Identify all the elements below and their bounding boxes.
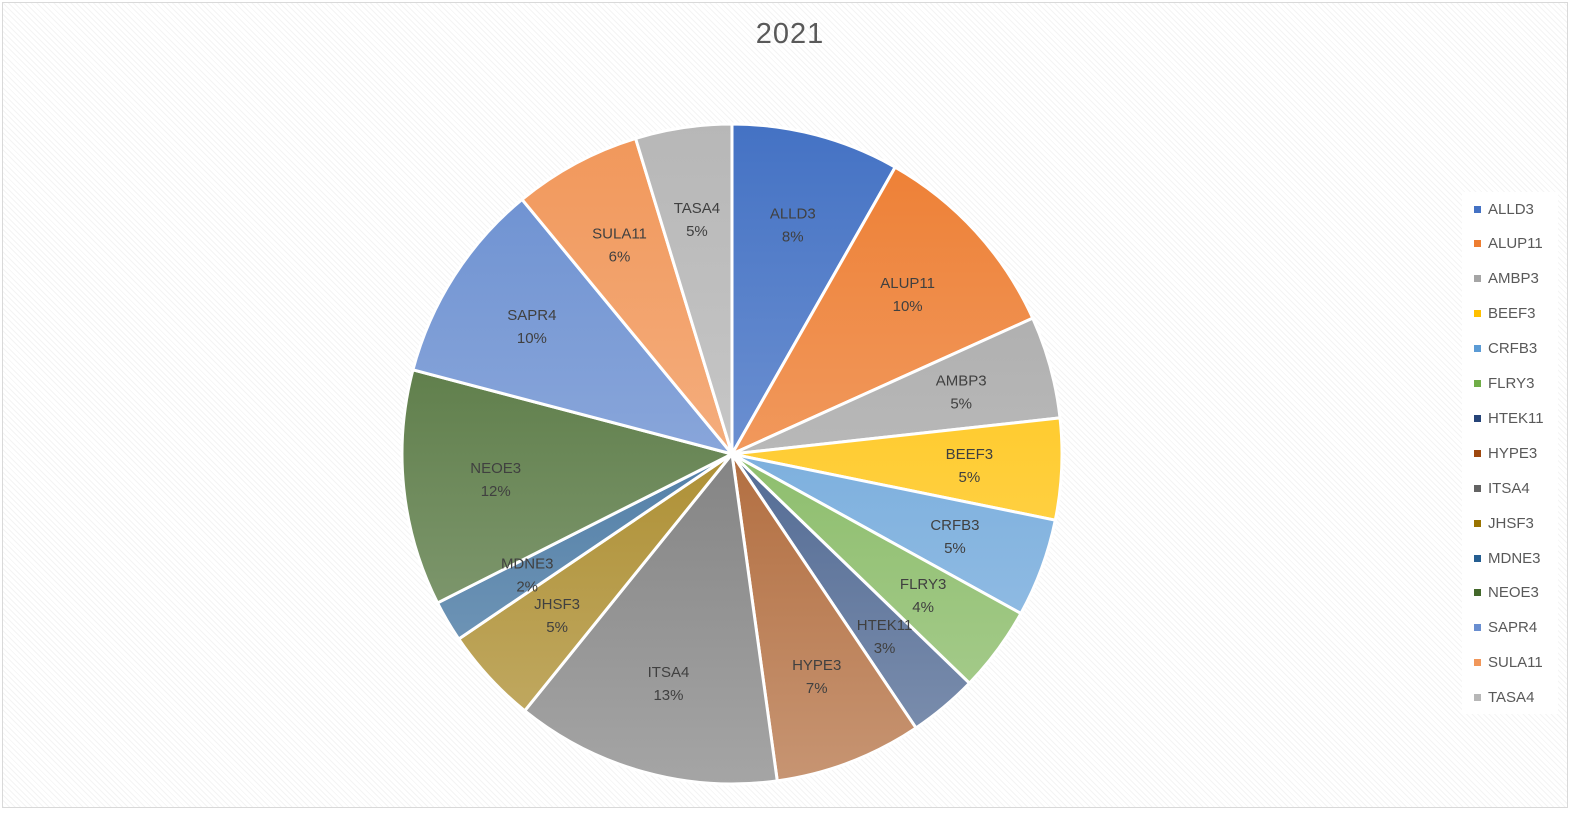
legend-label: ITSA4 [1488, 479, 1530, 497]
legend-item-hype3: HYPE3 [1474, 443, 1537, 463]
legend-label: AMBP3 [1488, 270, 1539, 288]
legend-item-jhsf3: JHSF3 [1474, 513, 1534, 533]
data-label-htek11: HTEK11 3% [857, 617, 913, 657]
legend-swatch [1474, 659, 1481, 667]
legend-item-flry3: FLRY3 [1474, 374, 1534, 394]
legend-label: SAPR4 [1488, 619, 1538, 637]
data-label-sapr4: SAPR4 10% [507, 307, 556, 347]
chart-title: 2021 [755, 18, 825, 50]
legend-label: HYPE3 [1488, 444, 1538, 462]
legend-item-htek11: HTEK11 [1474, 408, 1544, 428]
data-label-neoe3: NEOE3 12% [470, 460, 521, 500]
pie-slice-sapr4 [411, 197, 734, 456]
legend-item-crfb3: CRFB3 [1474, 339, 1537, 359]
legend-swatch [1474, 694, 1481, 702]
legend-label: ALLD3 [1488, 200, 1534, 218]
legend-swatch [1474, 240, 1481, 248]
data-label-jhsf3: JHSF3 5% [534, 596, 580, 636]
pie-data-labels: ALLD3 8% ALUP11 10% AMBP3 5% BEEF3 5% CRFB3 5% FLR… [470, 200, 993, 704]
legend-swatch [1474, 589, 1481, 597]
pie-slice-itsa4 [523, 452, 779, 786]
legend-item-sula11: SULA11 [1474, 653, 1543, 673]
legend-swatch [1474, 205, 1481, 213]
pie-slice-alld3 [730, 122, 897, 456]
data-label-sula11: SULA11 6% [592, 226, 647, 266]
legend-label: BEEF3 [1488, 305, 1536, 323]
legend-swatch [1474, 484, 1481, 492]
legend-item-ambp3: AMBP3 [1474, 269, 1539, 289]
pie-slices [400, 122, 1064, 786]
legend-item-sapr4: SAPR4 [1474, 618, 1537, 638]
legend-label: CRFB3 [1488, 340, 1538, 358]
pie-slice-sula11 [520, 136, 734, 456]
data-label-ambp3: AMBP3 5% [936, 372, 987, 412]
data-label-hype3: HYPE3 7% [792, 657, 841, 697]
legend-item-alld3: ALLD3 [1474, 199, 1534, 219]
legend-label: JHSF3 [1488, 514, 1534, 532]
legend-item-beef3: BEEF3 [1474, 304, 1536, 324]
pie-slice-alup11 [730, 165, 1035, 456]
legend-swatch [1474, 554, 1481, 562]
data-label-alld3: ALLD3 8% [770, 205, 816, 245]
legend-label: SULA11 [1488, 654, 1543, 672]
data-label-tasa4: TASA4 5% [674, 200, 720, 240]
legend-swatch [1474, 380, 1481, 387]
pie-slice-neoe3 [400, 368, 734, 605]
data-label-flry3: FLRY3 4% [900, 576, 946, 616]
data-label-beef3: BEEF3 5% [946, 446, 994, 486]
legend-label: NEOE3 [1488, 584, 1539, 602]
data-label-itsa4: ITSA4 13% [648, 664, 690, 704]
chart-legend: ALLD3 ALUP11 AMBP3 BEEF3 CRFB3 FLRY3 HTEK11 HYP… [1462, 192, 1558, 714]
legend-swatch [1474, 624, 1481, 632]
data-label-alup11: ALUP11 10% [880, 275, 935, 315]
data-label-crfb3: CRFB3 5% [930, 517, 979, 557]
legend-item-itsa4: ITSA4 [1474, 478, 1530, 498]
legend-swatch [1474, 275, 1481, 283]
legend-item-neoe3: NEOE3 [1474, 583, 1539, 603]
pie-slice-hype3 [730, 452, 918, 783]
legend-label: FLRY3 [1488, 375, 1535, 392]
legend-swatch [1474, 449, 1481, 457]
legend-item-alup11: ALUP11 [1474, 234, 1543, 254]
legend-label: MDNE3 [1488, 549, 1541, 567]
legend-swatch [1474, 519, 1481, 527]
legend-label: HTEK11 [1488, 409, 1544, 427]
legend-item-mdne3: MDNE3 [1474, 548, 1541, 568]
legend-swatch [1474, 345, 1481, 353]
data-label-mdne3: MDNE3 2% [501, 555, 554, 595]
legend-label: TASA4 [1488, 689, 1535, 707]
legend-label: ALUP11 [1488, 235, 1543, 253]
legend-swatch [1474, 414, 1481, 422]
legend-item-tasa4: TASA4 [1474, 688, 1534, 708]
pie-slice-tasa4 [634, 122, 734, 456]
legend-swatch [1474, 310, 1481, 318]
